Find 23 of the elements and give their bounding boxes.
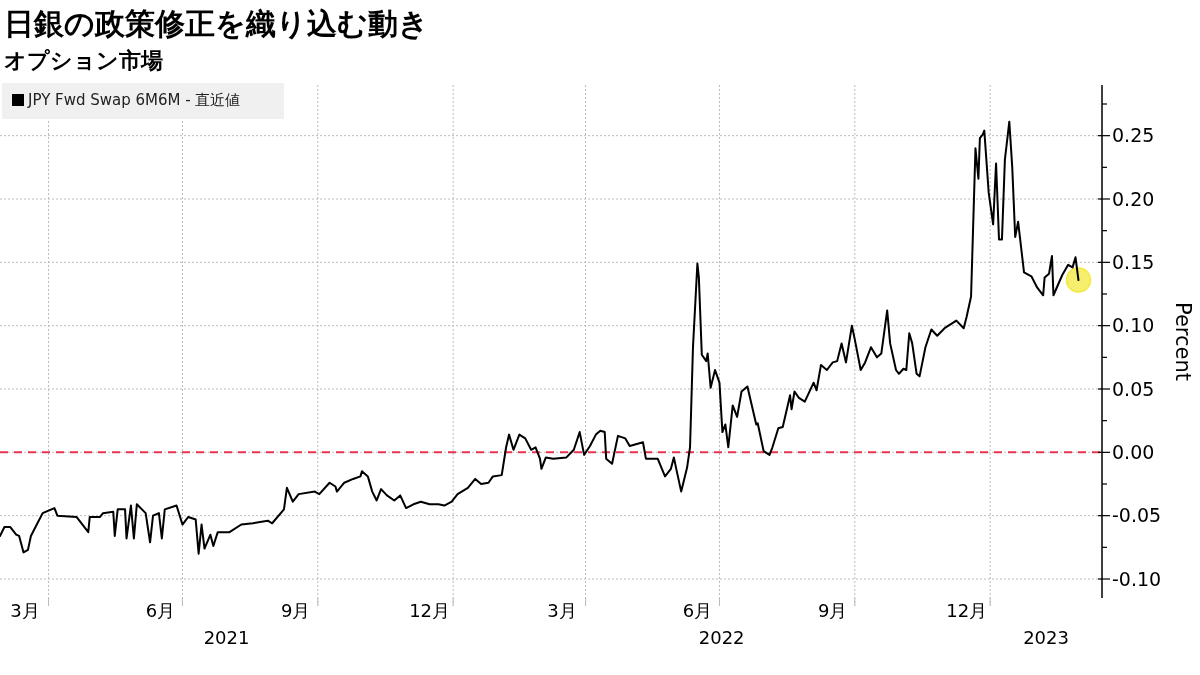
- x-tick-label: 6月: [145, 600, 176, 621]
- text: 2022: [698, 627, 745, 648]
- x-tick-label: 9月: [818, 600, 848, 621]
- text: 2023: [1023, 627, 1069, 648]
- x-tick-label: 3月: [547, 600, 577, 621]
- y-tick-label: 0.15: [1112, 250, 1155, 273]
- x-tick-label: 12月: [409, 600, 451, 621]
- text: 2021: [203, 627, 250, 648]
- x-tick-label: 3月: [10, 600, 40, 621]
- y-tick-label: 0.20: [1112, 187, 1155, 210]
- chart-title: 日銀の政策修正を織り込む動き: [4, 6, 429, 41]
- chart-subtitle: オプション市場: [4, 48, 163, 73]
- y-tick-label: 0.05: [1112, 377, 1155, 400]
- legend-label: JPY Fwd Swap 6M6M - 直近値: [27, 91, 241, 110]
- x-tick-label: 9月: [281, 600, 311, 621]
- y-tick-label: 0.00: [1112, 440, 1155, 463]
- x-tick-label: 6月: [682, 600, 713, 621]
- y-axis-title: Percent: [1171, 301, 1195, 382]
- y-tick-label: 0.10: [1112, 314, 1155, 337]
- y-tick-label: -0.10: [1112, 567, 1162, 590]
- y-tick-label: 0.25: [1112, 124, 1155, 147]
- x-tick-label: 12月: [946, 600, 988, 621]
- y-tick-label: -0.05: [1112, 504, 1162, 527]
